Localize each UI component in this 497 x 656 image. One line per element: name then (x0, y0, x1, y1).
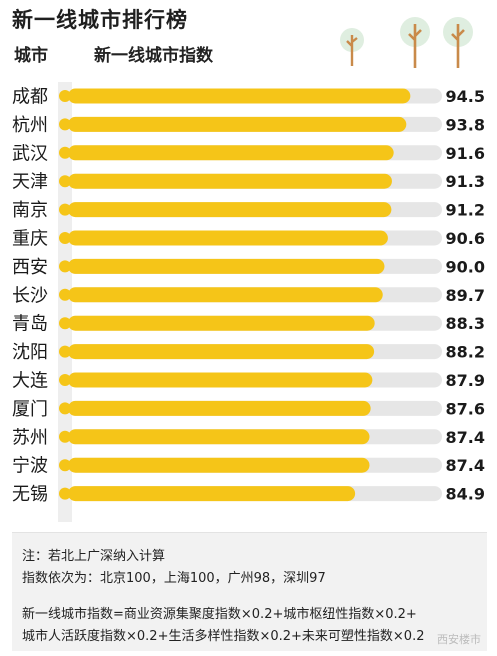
bar (68, 344, 375, 360)
value-label: 94.5 (446, 87, 485, 106)
city-label: 大连 (12, 371, 48, 392)
tree-icon (443, 17, 473, 68)
bar (68, 173, 392, 189)
bar-dot (59, 430, 71, 443)
note-line: 新一线城市指数=商业资源集聚度指数×0.2+城市枢纽性指数×0.2+ (22, 607, 417, 622)
bar-dot (59, 459, 71, 472)
city-column-header: 城市 (14, 46, 48, 66)
bar (68, 258, 385, 274)
value-label: 91.2 (446, 201, 485, 220)
value-label: 88.2 (446, 343, 485, 362)
city-label: 苏州 (12, 427, 48, 448)
value-label: 93.8 (446, 115, 485, 134)
city-label: 重庆 (12, 229, 48, 250)
notes-box: 注：若北上广深纳入计算 指数依次为：北京100，上海100，广州98，深圳97 … (12, 532, 487, 651)
bar (68, 400, 371, 416)
value-label: 87.4 (446, 456, 485, 475)
bar (68, 230, 388, 246)
bar-dot (59, 487, 71, 500)
value-label: 91.6 (446, 144, 485, 163)
bar-dot (59, 288, 71, 301)
city-label: 无锡 (12, 484, 48, 505)
bar (68, 202, 392, 218)
city-label: 宁波 (12, 456, 48, 477)
note-line: 城市人活跃度指数×0.2+生活多样性指数×0.2+未来可塑性指数×0.2 (22, 629, 425, 644)
city-label: 天津 (12, 172, 48, 193)
bar-dot (59, 402, 71, 415)
city-label: 杭州 (12, 115, 48, 136)
bars-group: 成都 94.5 杭州 93.8 武汉 91.6 天津 91.3 南京 91.2 重庆 90.6 西安 90… (12, 87, 485, 506)
city-label: 西安 (12, 257, 48, 278)
city-label: 南京 (12, 200, 48, 221)
bar-chart: 成都 94.5 杭州 93.8 武汉 91.6 天津 91.3 南京 91.2 重庆 90.6 西安 90… (12, 82, 485, 522)
bar-dot (59, 374, 71, 386)
bar (68, 486, 356, 502)
value-label: 84.9 (446, 485, 485, 504)
note-line: 指数依次为：北京100，上海100，广州98，深圳97 (22, 571, 326, 586)
bar-dot (59, 90, 71, 102)
bar (68, 116, 407, 132)
chart-title: 新一线城市排行榜 (12, 8, 188, 32)
value-label: 90.0 (446, 257, 485, 276)
bar-dot (59, 317, 71, 330)
value-label: 87.4 (446, 428, 485, 447)
bar-dot (59, 175, 71, 188)
index-column-header: 新一线城市指数 (94, 46, 213, 66)
city-label: 长沙 (12, 285, 48, 306)
value-label: 88.3 (446, 314, 485, 333)
bar (68, 429, 370, 445)
bar-dot (59, 203, 71, 216)
bar (68, 88, 411, 104)
note-line: 注：若北上广深纳入计算 (22, 549, 166, 564)
city-label: 厦门 (12, 399, 48, 420)
value-label: 89.7 (446, 286, 485, 305)
city-label: 青岛 (12, 314, 48, 335)
value-label: 90.6 (446, 229, 485, 248)
city-label: 沈阳 (12, 342, 48, 363)
city-label: 武汉 (12, 143, 48, 164)
bar-dot (59, 146, 71, 159)
value-label: 91.3 (446, 172, 485, 191)
tree-icon (400, 17, 430, 68)
bar (68, 372, 373, 388)
bar (68, 315, 375, 331)
bar (68, 145, 394, 161)
tree-icon (340, 28, 364, 66)
bar-dot (59, 118, 71, 131)
value-label: 87.6 (446, 399, 485, 418)
tree-decoration (340, 17, 473, 68)
value-label: 87.9 (446, 371, 485, 390)
bar (68, 287, 383, 303)
watermark: 西安楼市 (437, 633, 481, 646)
bar-dot (59, 260, 71, 273)
bar (68, 457, 370, 473)
city-label: 成都 (12, 87, 48, 108)
bar-dot (59, 232, 71, 244)
bar-dot (59, 345, 71, 358)
